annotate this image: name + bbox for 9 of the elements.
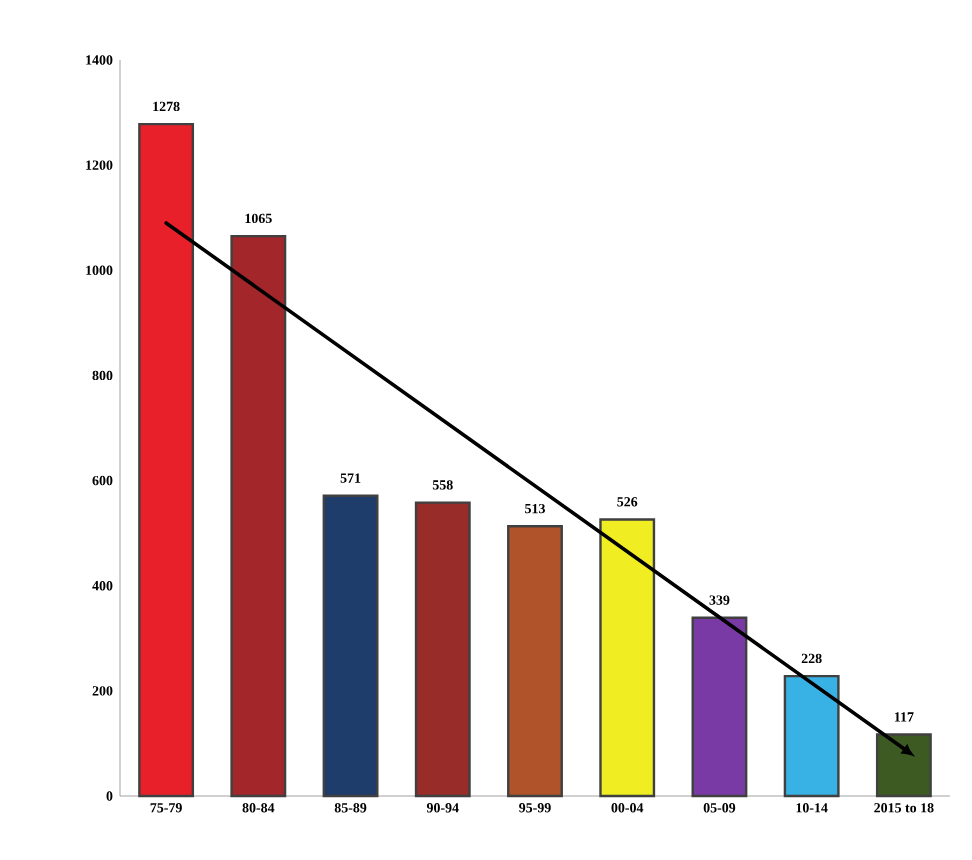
bar	[138, 122, 195, 798]
bar	[599, 518, 656, 798]
bar	[691, 616, 748, 798]
bar	[322, 494, 379, 798]
bar	[783, 674, 840, 798]
bar	[507, 525, 563, 798]
bar	[414, 501, 471, 798]
bar	[230, 234, 287, 798]
bar	[875, 733, 932, 798]
